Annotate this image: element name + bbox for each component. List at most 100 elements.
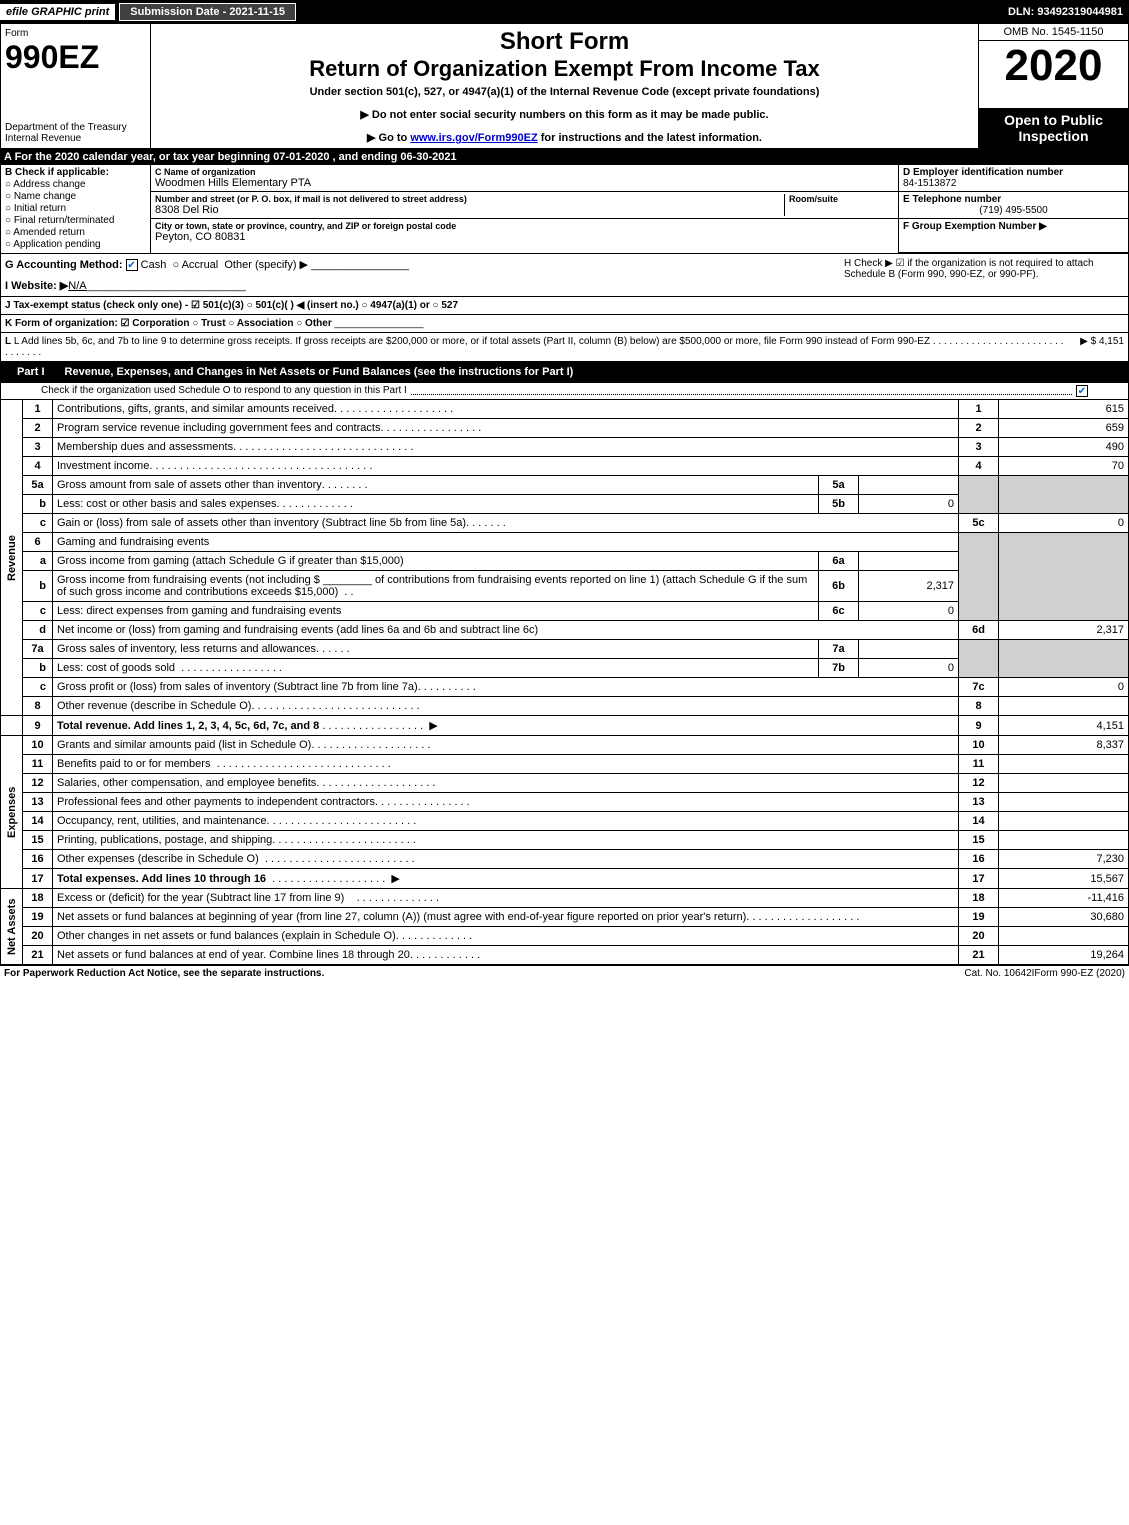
line-17-total-expenses: 15,567 bbox=[999, 869, 1129, 889]
checkbox-cash[interactable] bbox=[126, 259, 138, 271]
gross-receipts-row: L L Add lines 5b, 6c, and 7b to line 9 t… bbox=[0, 333, 1129, 362]
line-9-total-revenue: 4,151 bbox=[999, 716, 1129, 736]
catalog-number: Cat. No. 10642I bbox=[964, 968, 1034, 979]
group-exemption-label: F Group Exemption Number ▶ bbox=[903, 221, 1124, 232]
checkbox-address-change[interactable]: ○ Address change bbox=[5, 179, 146, 190]
form-version: Form 990-EZ (2020) bbox=[1034, 968, 1125, 979]
ein-label: D Employer identification number bbox=[903, 167, 1124, 178]
row-a-tax-year: A For the 2020 calendar year, or tax yea… bbox=[0, 149, 1129, 165]
checkbox-initial-return[interactable]: ○ Initial return bbox=[5, 203, 146, 214]
city-label: City or town, state or province, country… bbox=[155, 221, 894, 231]
line-21-net-assets-eoy: 19,264 bbox=[999, 946, 1129, 965]
other-specify: Other (specify) ▶ bbox=[224, 259, 308, 271]
form-number: 990EZ bbox=[5, 39, 146, 76]
city-state-zip: Peyton, CO 80831 bbox=[155, 231, 894, 243]
section-b-checkboxes: B Check if applicable: ○ Address change … bbox=[1, 165, 151, 253]
website-value: N/A bbox=[68, 280, 86, 292]
org-name-label: C Name of organization bbox=[155, 167, 894, 177]
gross-receipts-amount: ▶ $ 4,151 bbox=[1064, 336, 1124, 358]
line-4-amount: 70 bbox=[999, 457, 1129, 476]
line-1-amount: 615 bbox=[999, 400, 1129, 419]
net-assets-label: Net Assets bbox=[1, 889, 23, 965]
line-10-amount: 8,337 bbox=[999, 736, 1129, 755]
website-label: I Website: ▶ bbox=[5, 280, 68, 292]
omb-number: OMB No. 1545-1150 bbox=[979, 24, 1128, 41]
street-label: Number and street (or P. O. box, if mail… bbox=[155, 194, 784, 204]
under-section-text: Under section 501(c), 527, or 4947(a)(1)… bbox=[155, 86, 974, 98]
checkbox-accrual-label[interactable]: Accrual bbox=[182, 259, 219, 271]
section-c-name-address: C Name of organization Woodmen Hills Ele… bbox=[151, 165, 898, 253]
phone-label: E Telephone number bbox=[903, 194, 1124, 205]
irs-link[interactable]: www.irs.gov/Form990EZ bbox=[410, 132, 537, 144]
checkbox-amended-return[interactable]: ○ Amended return bbox=[5, 227, 146, 238]
phone-value: (719) 495-5500 bbox=[903, 205, 1124, 216]
room-suite-label: Room/suite bbox=[789, 194, 894, 204]
section-gh: G Accounting Method: Cash ○ Accrual Othe… bbox=[0, 254, 1129, 297]
tax-year: 2020 bbox=[979, 41, 1128, 108]
line-2-amount: 659 bbox=[999, 419, 1129, 438]
form-header: Form 990EZ Department of the Treasury In… bbox=[0, 24, 1129, 149]
header-right: OMB No. 1545-1150 2020 Open to Public In… bbox=[978, 24, 1128, 148]
line-3-amount: 490 bbox=[999, 438, 1129, 457]
line-6d-amount: 2,317 bbox=[999, 621, 1129, 640]
header-left: Form 990EZ Department of the Treasury In… bbox=[1, 24, 151, 148]
line-13-amount bbox=[999, 793, 1129, 812]
line-14-amount bbox=[999, 812, 1129, 831]
line-7a-amount bbox=[859, 640, 959, 659]
ein-value: 84-1513872 bbox=[903, 178, 1124, 189]
form-of-organization: K Form of organization: ☑ Corporation ○ … bbox=[0, 315, 1129, 333]
section-def: D Employer identification number 84-1513… bbox=[898, 165, 1128, 253]
short-form-title: Short Form bbox=[155, 28, 974, 56]
line-11-amount bbox=[999, 755, 1129, 774]
line-6b-amount: 2,317 bbox=[859, 571, 959, 602]
part-1-header: Part I Revenue, Expenses, and Changes in… bbox=[0, 362, 1129, 383]
form-label: Form bbox=[5, 28, 146, 39]
line-7c-amount: 0 bbox=[999, 678, 1129, 697]
paperwork-notice: For Paperwork Reduction Act Notice, see … bbox=[4, 968, 964, 979]
section-b-label: B Check if applicable: bbox=[5, 167, 146, 178]
revenue-label: Revenue bbox=[1, 400, 23, 716]
line-15-amount bbox=[999, 831, 1129, 850]
submission-date: Submission Date - 2021-11-15 bbox=[119, 3, 296, 21]
street-address: 8308 Del Rio bbox=[155, 204, 784, 216]
line-12-amount bbox=[999, 774, 1129, 793]
line-20-amount bbox=[999, 927, 1129, 946]
line-6a-amount bbox=[859, 552, 959, 571]
goto-instructions: ▶ Go to www.irs.gov/Form990EZ for instru… bbox=[155, 131, 974, 144]
g-label: G Accounting Method: bbox=[5, 259, 123, 271]
line-16-amount: 7,230 bbox=[999, 850, 1129, 869]
checkbox-application-pending[interactable]: ○ Application pending bbox=[5, 239, 146, 250]
goto-suffix: for instructions and the latest informat… bbox=[538, 132, 762, 144]
part-1-label: Part I bbox=[7, 364, 55, 380]
header-center: Short Form Return of Organization Exempt… bbox=[151, 24, 978, 148]
expenses-label: Expenses bbox=[1, 736, 23, 889]
schedule-o-checkbox[interactable] bbox=[1076, 385, 1088, 397]
return-title: Return of Organization Exempt From Incom… bbox=[155, 56, 974, 82]
org-name: Woodmen Hills Elementary PTA bbox=[155, 177, 894, 189]
line-18-amount: -11,416 bbox=[999, 889, 1129, 908]
part-1-table: Revenue 1 Contributions, gifts, grants, … bbox=[0, 399, 1129, 965]
page-footer: For Paperwork Reduction Act Notice, see … bbox=[0, 965, 1129, 981]
line-8-amount bbox=[999, 697, 1129, 716]
schedule-o-check-row: Check if the organization used Schedule … bbox=[0, 383, 1129, 399]
line-5b-amount: 0 bbox=[859, 495, 959, 514]
part-1-title: Revenue, Expenses, and Changes in Net As… bbox=[65, 366, 1122, 378]
goto-prefix: ▶ Go to bbox=[367, 132, 410, 144]
top-bar: efile GRAPHIC print Submission Date - 20… bbox=[0, 0, 1129, 24]
efile-label[interactable]: efile GRAPHIC print bbox=[0, 4, 115, 20]
line-5c-amount: 0 bbox=[999, 514, 1129, 533]
org-info-section: B Check if applicable: ○ Address change … bbox=[0, 165, 1129, 254]
line-5a-amount bbox=[859, 476, 959, 495]
checkbox-final-return[interactable]: ○ Final return/terminated bbox=[5, 215, 146, 226]
line-19-amount: 30,680 bbox=[999, 908, 1129, 927]
open-to-public: Open to Public Inspection bbox=[979, 108, 1128, 148]
section-h: H Check ▶ ☑ if the organization is not r… bbox=[844, 258, 1124, 292]
accounting-method: G Accounting Method: Cash ○ Accrual Othe… bbox=[5, 258, 844, 292]
tax-exempt-status: J Tax-exempt status (check only one) - ☑… bbox=[0, 297, 1129, 315]
ssn-warning: ▶ Do not enter social security numbers o… bbox=[155, 108, 974, 121]
line-7b-amount: 0 bbox=[859, 659, 959, 678]
line-6c-amount: 0 bbox=[859, 602, 959, 621]
checkbox-name-change[interactable]: ○ Name change bbox=[5, 191, 146, 202]
department-label: Department of the Treasury Internal Reve… bbox=[5, 122, 146, 144]
dln-number: DLN: 93492319044981 bbox=[1008, 6, 1129, 18]
